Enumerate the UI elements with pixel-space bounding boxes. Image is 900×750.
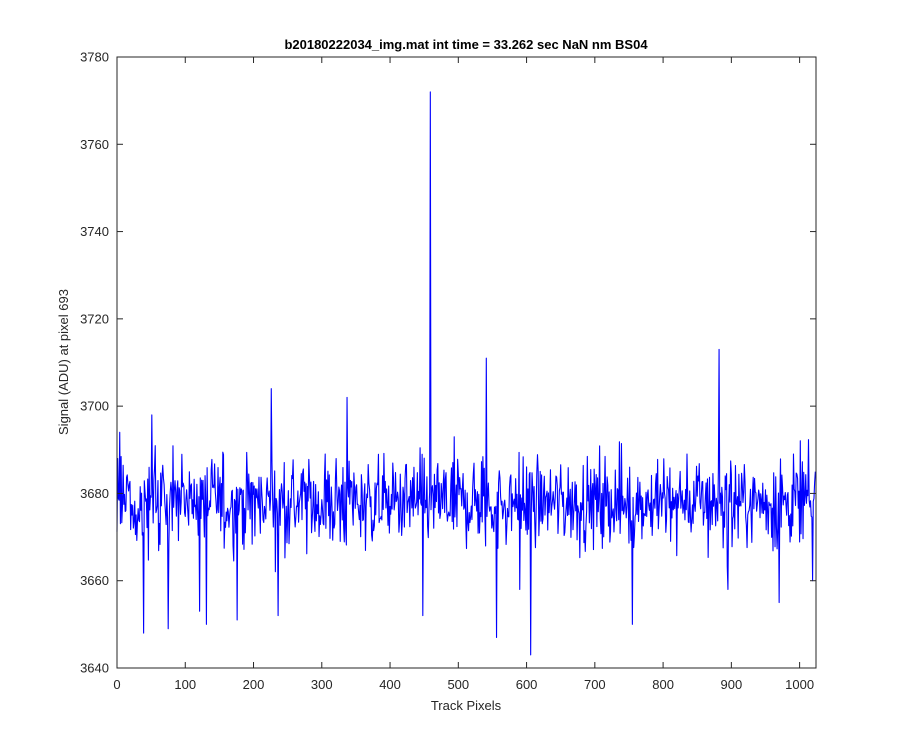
x-tick-label: 1000 — [785, 677, 814, 692]
x-tick-label: 100 — [174, 677, 196, 692]
y-tick-label: 3720 — [80, 311, 109, 326]
chart-title: b20180222034_img.mat int time = 33.262 s… — [284, 37, 648, 52]
y-tick-label: 3780 — [80, 50, 109, 65]
y-axis-label: Signal (ADU) at pixel 693 — [56, 289, 71, 435]
axes-background — [117, 57, 816, 668]
ticks-layer: 0 100 200 300 400 500 600 700 800 900 1000 3640 3660… — [80, 50, 816, 692]
y-tick-label: 3680 — [80, 486, 109, 501]
y-tick-label: 3660 — [80, 573, 109, 588]
y-tick-label: 3760 — [80, 137, 109, 152]
x-tick-label: 700 — [584, 677, 606, 692]
axes-frame — [116, 56, 817, 669]
x-tick-label: 400 — [379, 677, 401, 692]
x-tick-label: 200 — [243, 677, 265, 692]
x-axis-label: Track Pixels — [431, 698, 502, 713]
x-tick-label: 0 — [113, 677, 120, 692]
x-tick-label: 500 — [447, 677, 469, 692]
data-layer — [116, 91, 816, 656]
y-tick-label: 3700 — [80, 399, 109, 414]
x-tick-label: 600 — [516, 677, 538, 692]
y-tick-label: 3640 — [80, 661, 109, 676]
x-tick-label: 800 — [652, 677, 674, 692]
y-tick-label: 3740 — [80, 224, 109, 239]
x-tick-label: 900 — [721, 677, 743, 692]
x-tick-label: 300 — [311, 677, 333, 692]
signal-series-line — [116, 91, 816, 656]
